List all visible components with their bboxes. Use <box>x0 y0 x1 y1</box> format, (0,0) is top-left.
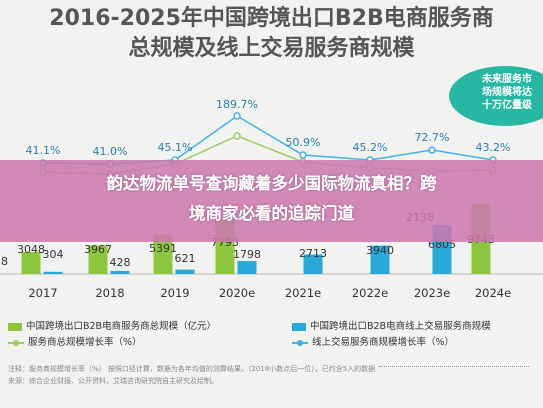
callout-line: 未来服务市 <box>482 74 532 85</box>
footnote-source: 来源：综合企业财报、公开资料，艾瑞咨询研究院自主研究及绘制。 <box>8 377 218 385</box>
x-tick-label: 2020e <box>219 286 255 300</box>
legend-label: 中国跨境出口B2B电商线上交易服务商规模 <box>310 321 491 332</box>
overlay-banner <box>0 160 543 242</box>
growth-label-online: 72.7% <box>415 131 450 144</box>
bar-label-total: 3967 <box>84 243 112 256</box>
legend-label: 中国跨境出口B2B电商服务商总规模（亿元） <box>26 321 217 332</box>
callout-line: 十万亿量级 <box>482 100 532 111</box>
point-online-growth <box>299 151 307 159</box>
watermark-dots <box>379 366 529 397</box>
bar-total <box>21 252 41 274</box>
bar-online <box>303 254 323 274</box>
bar-label-clipped: 8 <box>1 255 8 268</box>
bar-label-online: 1798 <box>233 248 261 261</box>
growth-label-online: 50.9% <box>286 136 321 149</box>
footnote-note: 注释：服务商规模增长率（%） 按照口径计算，数据为各年均值的测算结果，（2018… <box>8 365 376 373</box>
growth-label-online: 45.2% <box>353 141 388 154</box>
bar-online <box>175 269 195 274</box>
legend-item-total-growth: 服务商总规模增长率（%） <box>8 334 142 348</box>
callout-line: 场规模将达 <box>482 87 532 98</box>
x-tick-label: 2024e <box>475 286 511 300</box>
legend-item-online: 中国跨境出口B2B电商线上交易服务商规模 <box>292 318 491 332</box>
bar-online <box>43 271 63 274</box>
x-tick-label: 2019 <box>160 286 189 300</box>
banner-line-1: 韵达物流单号查询藏着多少国际物流真相？跨 <box>106 174 437 193</box>
bar-online <box>110 270 130 274</box>
growth-label-online: 45.1% <box>158 141 193 154</box>
bar-label-online: 428 <box>110 256 131 269</box>
x-tick-label: 2017 <box>28 286 57 300</box>
bar-label-online: 3940 <box>366 244 394 257</box>
x-tick-label: 2022e <box>352 286 388 300</box>
callout-bubble: 未来服务市 场规模将达 十万亿量级 <box>449 66 543 126</box>
legend-item-online-growth: 线上交易服务商规模增长率（%） <box>292 334 454 348</box>
bar-online <box>370 245 390 274</box>
bar-label-total: 5391 <box>149 242 177 255</box>
x-tick-label: 2023e <box>414 286 450 300</box>
legend-swatch <box>8 322 22 331</box>
legend-swatch <box>8 339 24 346</box>
point-online-growth <box>233 112 241 120</box>
bar-label-total: 3048 <box>17 243 45 256</box>
growth-label-online: 43.2% <box>476 141 511 154</box>
bar-label-online: 621 <box>175 252 196 265</box>
x-tick-label: 2018 <box>95 286 124 300</box>
legend-swatch <box>292 322 306 331</box>
legend-label: 线上交易服务商规模增长率（%） <box>312 337 455 348</box>
bar-total <box>88 245 108 274</box>
growth-label-online: 41.1% <box>26 144 61 157</box>
bar-label-online: 304 <box>43 248 64 261</box>
legend-label: 服务商总规模增长率（%） <box>28 337 142 348</box>
bar-label-online: 2713 <box>299 247 327 260</box>
bar-online <box>237 261 257 274</box>
bar-total <box>153 235 173 274</box>
legend-swatch <box>292 339 308 346</box>
growth-label-online: 41.0% <box>93 145 128 158</box>
growth-label-online: 189.7% <box>216 98 258 111</box>
chart-subtitle: 总规模及线上交易服务商规模 <box>128 36 415 61</box>
point-online-growth <box>428 146 436 154</box>
x-tick-label: 2021e <box>285 286 321 300</box>
banner-line-2: 境商家必看的追踪门道 <box>189 204 354 223</box>
chart-title: 2016-2025年中国跨境出口B2B电商服务商 <box>49 6 494 31</box>
legend-item-total: 中国跨境出口B2B电商服务商总规模（亿元） <box>8 318 216 332</box>
point-total-growth <box>233 132 241 140</box>
